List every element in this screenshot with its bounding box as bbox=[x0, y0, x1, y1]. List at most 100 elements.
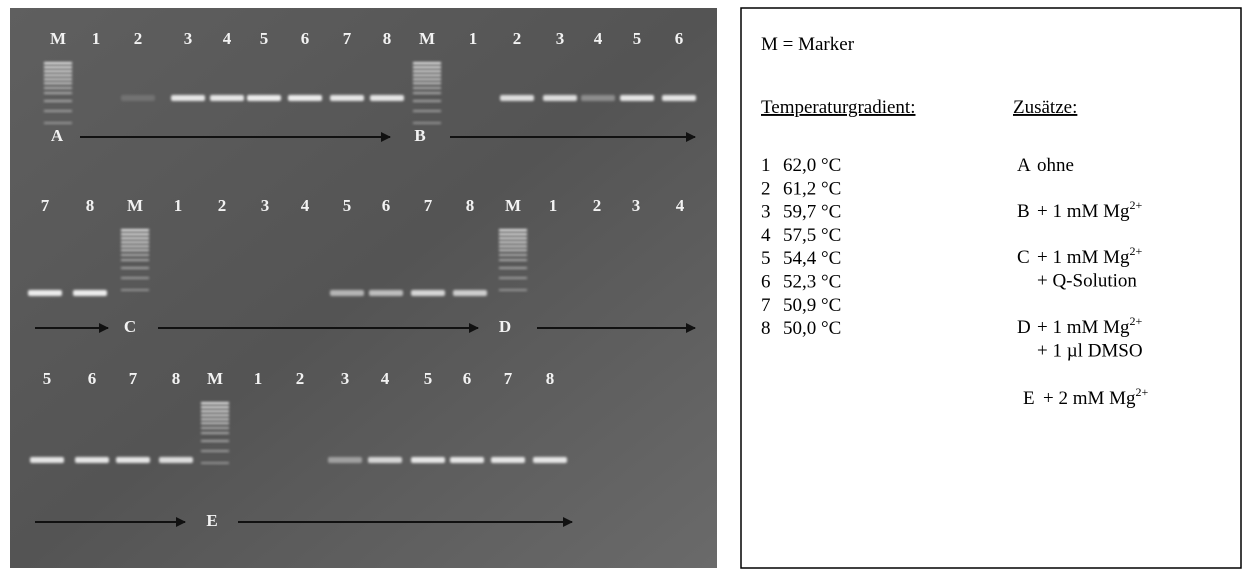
temperature-number: 4 bbox=[761, 225, 771, 246]
arrow-label: C bbox=[124, 317, 136, 336]
additive-letter: A bbox=[1017, 155, 1031, 176]
marker-band bbox=[44, 74, 72, 77]
lane-label: 8 bbox=[546, 369, 555, 388]
marker-band bbox=[499, 259, 527, 261]
lane-label: 4 bbox=[594, 29, 603, 48]
temperature-value: 57,5 °C bbox=[783, 225, 841, 246]
lane-label: 2 bbox=[296, 369, 305, 388]
marker-band bbox=[413, 92, 441, 94]
marker-band bbox=[499, 245, 527, 248]
marker-band bbox=[413, 110, 441, 112]
marker-band bbox=[499, 229, 527, 232]
marker-band bbox=[413, 70, 441, 73]
marker-band bbox=[44, 78, 72, 81]
additive-label: + 2 mM Mg bbox=[1043, 388, 1136, 409]
lane-label: 3 bbox=[261, 196, 270, 215]
marker-band bbox=[201, 462, 229, 464]
lane-label: 7 bbox=[424, 196, 433, 215]
marker-note: M = Marker bbox=[761, 34, 855, 55]
marker-band bbox=[413, 100, 441, 102]
lane-label: 1 bbox=[469, 29, 478, 48]
marker-band bbox=[44, 110, 72, 112]
additive-text: + 2 mM Mg2+ bbox=[1043, 385, 1149, 409]
dna-band bbox=[210, 95, 244, 101]
additive-text: ohne bbox=[1037, 155, 1074, 176]
additive-extra: + 1 µl DMSO bbox=[1037, 341, 1143, 362]
marker-band bbox=[44, 62, 72, 65]
marker-band bbox=[44, 122, 72, 124]
temperature-number: 2 bbox=[761, 178, 771, 199]
additive-text: + 1 mM Mg2+ bbox=[1037, 198, 1143, 222]
dna-band bbox=[116, 457, 150, 463]
lane-label: 8 bbox=[466, 196, 475, 215]
lane-label: 8 bbox=[172, 369, 181, 388]
superscript: 2+ bbox=[1130, 198, 1143, 212]
lane-label: 6 bbox=[463, 369, 472, 388]
lane-label: 6 bbox=[675, 29, 684, 48]
arrow-label: A bbox=[51, 126, 64, 145]
additive-text: + 1 mM Mg2+ bbox=[1037, 314, 1143, 338]
marker-band bbox=[201, 410, 229, 413]
dna-band bbox=[500, 95, 534, 101]
lane-label: 3 bbox=[632, 196, 641, 215]
temperature-number: 8 bbox=[761, 318, 771, 339]
dna-band bbox=[121, 95, 155, 101]
marker-band bbox=[499, 267, 527, 269]
dna-band bbox=[370, 95, 404, 101]
marker-band bbox=[201, 402, 229, 405]
additive-label: + 1 mM Mg bbox=[1037, 201, 1130, 222]
lane-label: 5 bbox=[260, 29, 269, 48]
temperature-number: 6 bbox=[761, 272, 771, 293]
additive-letter: C bbox=[1017, 247, 1030, 268]
dna-band bbox=[247, 95, 281, 101]
marker-band bbox=[499, 254, 527, 256]
marker-band bbox=[44, 92, 72, 94]
marker-band bbox=[44, 82, 72, 85]
lane-label: 7 bbox=[129, 369, 138, 388]
lane-label: M bbox=[505, 196, 521, 215]
lane-label: 1 bbox=[174, 196, 183, 215]
dna-band bbox=[450, 457, 484, 463]
marker-band bbox=[413, 122, 441, 124]
dna-band bbox=[159, 457, 193, 463]
lane-label: M bbox=[419, 29, 435, 48]
additive-extra: + Q-Solution bbox=[1037, 271, 1137, 292]
additive-label: + 1 mM Mg bbox=[1037, 317, 1130, 338]
dna-band bbox=[543, 95, 577, 101]
dna-band bbox=[491, 457, 525, 463]
marker-band bbox=[413, 62, 441, 65]
additive-text: + 1 mM Mg2+ bbox=[1037, 244, 1143, 268]
lane-label: 2 bbox=[134, 29, 143, 48]
dna-band bbox=[73, 290, 107, 296]
additive-letter: E bbox=[1023, 388, 1035, 409]
marker-band bbox=[121, 277, 149, 279]
lane-label: 1 bbox=[549, 196, 558, 215]
marker-band bbox=[499, 241, 527, 244]
arrow-label: E bbox=[206, 511, 217, 530]
lane-label: 1 bbox=[92, 29, 101, 48]
superscript: 2+ bbox=[1130, 314, 1143, 328]
lane-label: M bbox=[207, 369, 223, 388]
additive-label: + 1 mM Mg bbox=[1037, 247, 1130, 268]
temperature-heading: Temperaturgradient: bbox=[761, 97, 915, 118]
marker-band bbox=[121, 241, 149, 244]
marker-band bbox=[499, 237, 527, 240]
marker-band bbox=[121, 245, 149, 248]
marker-band bbox=[121, 254, 149, 256]
marker-band bbox=[201, 450, 229, 452]
marker-band bbox=[201, 418, 229, 421]
figure: M12345678M123456AB78M12345678M1234CD5678… bbox=[0, 0, 1249, 574]
marker-band bbox=[121, 229, 149, 232]
dna-band bbox=[620, 95, 654, 101]
additive-label: ohne bbox=[1037, 155, 1074, 176]
temperature-value: 54,4 °C bbox=[783, 248, 841, 269]
marker-band bbox=[499, 289, 527, 291]
marker-band bbox=[201, 432, 229, 434]
lane-label: 4 bbox=[676, 196, 685, 215]
body: {"gel": { "rows": [ {"lanes": ["M","1","… bbox=[0, 0, 1249, 574]
dna-band bbox=[581, 95, 615, 101]
marker-band bbox=[121, 233, 149, 236]
dna-band bbox=[75, 457, 109, 463]
marker-band bbox=[201, 422, 229, 425]
dna-band bbox=[411, 290, 445, 296]
